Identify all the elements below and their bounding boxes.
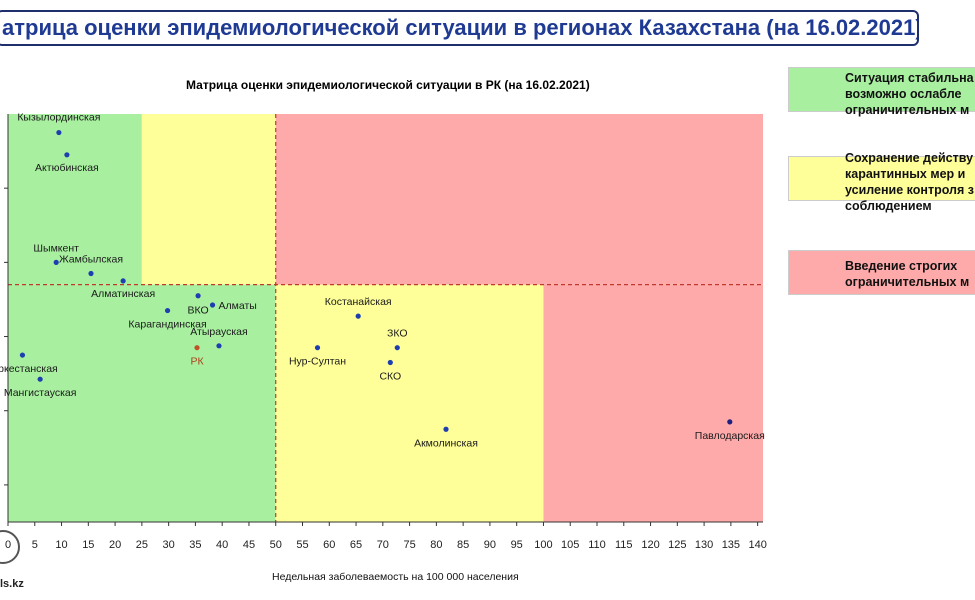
chart-title: Матрица оценки эпидемиологической ситуац… [186, 78, 590, 92]
point-label: ВКО [188, 305, 209, 317]
source-label: ls.kz [0, 578, 24, 590]
legend-swatch [788, 67, 975, 112]
x-tick-label: 135 [722, 539, 740, 551]
x-tick-label: 130 [695, 539, 713, 551]
point-label: Атырауская [190, 326, 247, 338]
data-point [216, 343, 222, 349]
data-point [314, 345, 321, 351]
data-point [209, 302, 216, 308]
x-tick-label: 40 [216, 539, 228, 551]
point-label: СКО [379, 371, 401, 383]
point-label: Туркестанская [0, 363, 58, 375]
point-label: Костанайская [325, 296, 392, 308]
point-label: Алматы [219, 300, 257, 312]
x-tick-label: 105 [561, 539, 579, 551]
data-point [387, 359, 393, 366]
point-label: Акмолинская [414, 437, 478, 449]
x-tick-label: 55 [296, 539, 308, 551]
data-point [88, 270, 94, 277]
data-point [443, 426, 449, 432]
data-point [194, 345, 200, 351]
zone-yellow-lower [275, 284, 544, 522]
x-tick-label: 20 [109, 539, 121, 551]
point-label: Нур-Султан [289, 356, 346, 368]
data-point [37, 376, 43, 382]
x-tick-label: 140 [748, 539, 766, 551]
legend-swatch [788, 156, 975, 201]
page-title: атрица оценки эпидемиологической ситуаци… [0, 10, 919, 46]
x-tick-label: 95 [511, 539, 523, 551]
point-label: Актюбинская [35, 162, 99, 174]
x-axis-label: Недельная заболеваемость на 100 000 насе… [272, 571, 519, 583]
legend-swatch [788, 250, 975, 295]
zone-yellow-upper [141, 114, 276, 285]
data-point [394, 345, 400, 351]
data-point [195, 293, 201, 299]
point-label: Алматинская [91, 288, 155, 300]
x-tick-label: 45 [243, 539, 255, 551]
zone-red-upper [275, 114, 763, 285]
point-label: ЗКО [387, 328, 408, 340]
x-tick-label: 10 [55, 539, 67, 551]
data-point [53, 259, 59, 265]
point-label: Мангистауская [4, 387, 77, 399]
x-tick-label: 25 [136, 539, 148, 551]
x-tick-label: 120 [641, 539, 659, 551]
point-label: РК [190, 356, 204, 368]
x-tick-label: 80 [430, 539, 442, 551]
data-point [120, 278, 126, 284]
legend-label: Сохранение действу карантинных мер и уси… [845, 151, 974, 213]
data-point [64, 152, 70, 158]
x-tick-label: 50 [270, 539, 282, 551]
data-point [355, 313, 361, 319]
x-tick-label: 30 [163, 539, 175, 551]
x-tick-label: 125 [668, 539, 686, 551]
x-tick-label: 70 [377, 539, 389, 551]
legend-label: Ситуация стабильна возможно ослабле огра… [845, 71, 974, 117]
point-label: Кызылординская [17, 112, 100, 124]
point-label: Павлодарская [695, 430, 765, 442]
x-tick-label: 60 [323, 539, 335, 551]
point-label: Шымкент [33, 242, 79, 254]
x-tick-label: 15 [82, 539, 94, 551]
x-tick-label: 100 [534, 539, 552, 551]
zone-red-lower [543, 284, 763, 522]
x-tick-label: 90 [484, 539, 496, 551]
data-point [19, 352, 26, 358]
x-tick-label: 110 [588, 539, 606, 551]
zone-green-upper [8, 114, 142, 285]
data-point [164, 307, 171, 314]
zone-green-lower [8, 284, 276, 522]
legend-label: Введение строгих ограничительных м [845, 259, 970, 289]
x-tick-label: 75 [403, 539, 415, 551]
x-tick-label: 5 [32, 539, 38, 551]
point-label: Карагандинская [128, 319, 206, 331]
x-tick-label: 65 [350, 539, 362, 551]
data-point [56, 129, 62, 136]
x-tick-label: 115 [615, 539, 633, 551]
x-tick-label: 85 [457, 539, 469, 551]
data-point [727, 419, 733, 425]
x-tick-label: 35 [189, 539, 201, 551]
point-label: Жамбылская [59, 253, 123, 265]
